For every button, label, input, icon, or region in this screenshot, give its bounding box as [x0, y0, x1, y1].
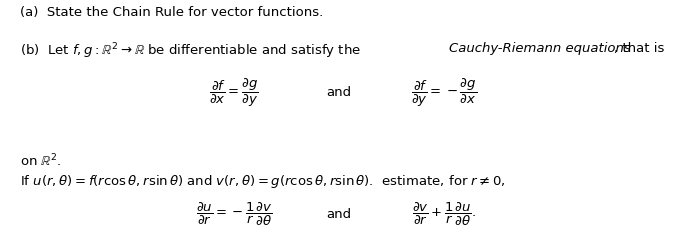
Text: and: and	[326, 208, 352, 221]
Text: on $\mathbb{R}^2$.: on $\mathbb{R}^2$.	[20, 152, 62, 169]
Text: (a)  State the Chain Rule for vector functions.: (a) State the Chain Rule for vector func…	[20, 6, 323, 19]
Text: $\dfrac{\partial f}{\partial y} = -\dfrac{\partial g}{\partial x}$: $\dfrac{\partial f}{\partial y} = -\dfra…	[411, 77, 477, 109]
Text: Cauchy-Riemann equations: Cauchy-Riemann equations	[449, 42, 631, 55]
Text: , that is: , that is	[614, 42, 664, 55]
Text: and: and	[326, 86, 352, 99]
Text: $\dfrac{\partial v}{\partial r} + \dfrac{1}{r}\dfrac{\partial u}{\partial \theta: $\dfrac{\partial v}{\partial r} + \dfrac…	[412, 201, 476, 228]
Text: If $u(r, \theta) = f(r\cos\theta, r\sin\theta)$ and $v(r, \theta) = g(r\cos\thet: If $u(r, \theta) = f(r\cos\theta, r\sin\…	[20, 173, 506, 190]
Text: $\dfrac{\partial f}{\partial x} = \dfrac{\partial g}{\partial y}$: $\dfrac{\partial f}{\partial x} = \dfrac…	[209, 77, 259, 109]
Text: $\dfrac{\partial u}{\partial r} = -\dfrac{1}{r}\dfrac{\partial v}{\partial \thet: $\dfrac{\partial u}{\partial r} = -\dfra…	[196, 201, 272, 228]
Text: (b)  Let $f, g : \mathbb{R}^2 \rightarrow \mathbb{R}$ be differentiable and sati: (b) Let $f, g : \mathbb{R}^2 \rightarrow…	[20, 42, 362, 61]
